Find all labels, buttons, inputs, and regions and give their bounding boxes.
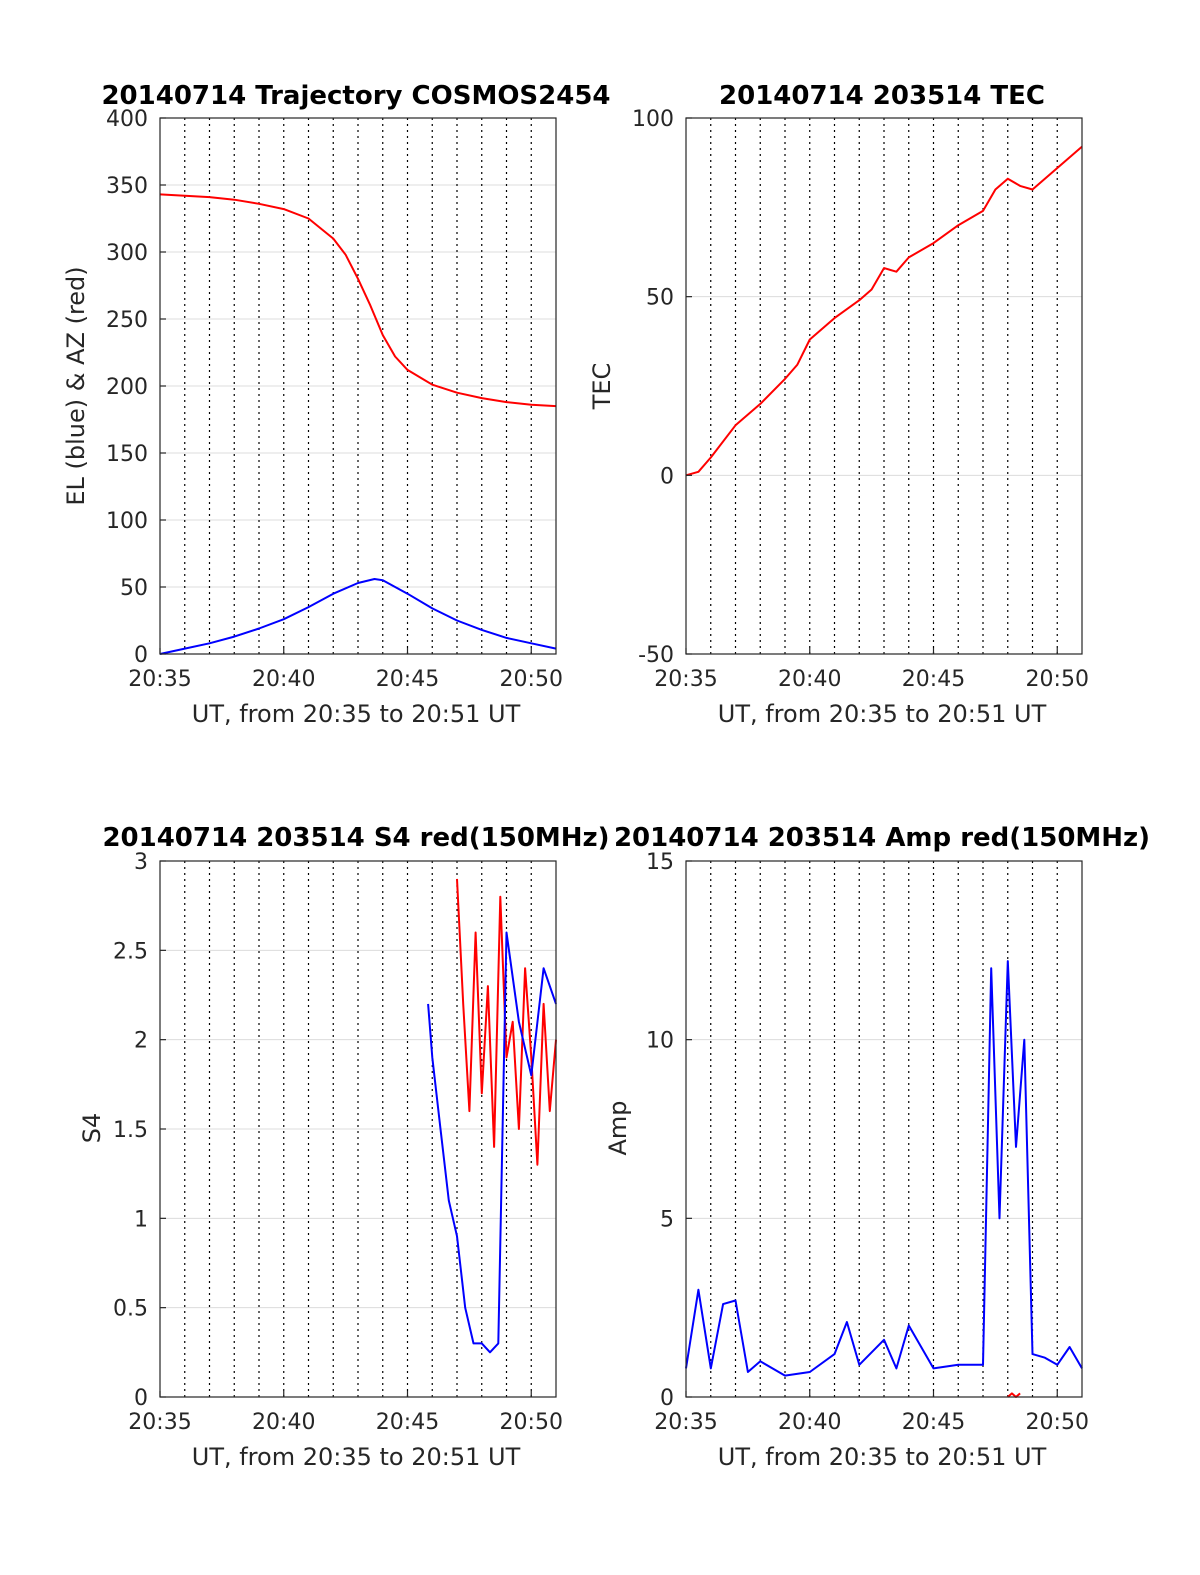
y-tick-label: 1 (134, 1207, 148, 1232)
y-tick-label: 3 (134, 850, 148, 875)
x-axis-label: UT, from 20:35 to 20:51 UT (192, 1443, 521, 1471)
x-tick-label: 20:40 (252, 1410, 315, 1435)
axes-box (685, 860, 1083, 1398)
series-line-azimuth (159, 193, 557, 408)
y-axis-label: EL (blue) & AZ (red) (62, 266, 90, 505)
y-tick-label: 2.5 (113, 939, 148, 964)
x-tick-label: 20:35 (654, 667, 717, 692)
x-tick-label: 20:50 (500, 1410, 563, 1435)
x-tick-label: 20:40 (778, 1410, 841, 1435)
x-tick-label: 20:50 (500, 667, 563, 692)
tec-panel: 20140714 203514 TEC UT, from 20:35 to 20… (588, 81, 1089, 728)
trajectory-panel: 20140714 Trajectory COSMOS2454 UT, from … (62, 81, 611, 728)
panel-title: 20140714 203514 S4 red(150MHz) (102, 823, 609, 853)
x-tick-label: 20:50 (1026, 667, 1089, 692)
y-tick-label: 0 (134, 643, 148, 668)
x-tick-label: 20:40 (252, 667, 315, 692)
x-axis-label: UT, from 20:35 to 20:51 UT (718, 700, 1047, 728)
y-tick-label: 200 (106, 375, 148, 400)
panel-title: 20140714 Trajectory COSMOS2454 (101, 81, 610, 111)
panel-title: 20140714 203514 TEC (719, 81, 1045, 111)
y-tick-label: 10 (646, 1029, 674, 1054)
series-line-s4_red (456, 878, 557, 1166)
y-tick-label: 100 (632, 107, 674, 132)
x-tick-label: 20:35 (128, 667, 191, 692)
x-tick-label: 20:45 (902, 1410, 965, 1435)
y-tick-label: 2 (134, 1029, 148, 1054)
y-tick-label: 350 (106, 174, 148, 199)
y-tick-label: 0 (660, 1386, 674, 1411)
x-tick-label: 20:40 (778, 667, 841, 692)
x-tick-label: 20:45 (376, 1410, 439, 1435)
amp-panel: 20140714 203514 Amp red(150MHz) UT, from… (604, 823, 1150, 1471)
y-tick-label: 300 (106, 241, 148, 266)
y-tick-label: 5 (660, 1207, 674, 1232)
y-tick-label: 50 (646, 286, 674, 311)
y-tick-label: 50 (120, 576, 148, 601)
series-line-elevation (159, 578, 557, 655)
y-tick-label: 1.5 (113, 1118, 148, 1143)
y-tick-label: 150 (106, 442, 148, 467)
x-tick-label: 20:50 (1026, 1410, 1089, 1435)
y-tick-label: 0.5 (113, 1297, 148, 1322)
series-line-s4_blue (427, 931, 557, 1354)
y-tick-label: 15 (646, 850, 674, 875)
panel-title: 20140714 203514 Amp red(150MHz) (614, 823, 1150, 853)
y-tick-label: 0 (660, 464, 674, 489)
y-tick-label: 0 (134, 1386, 148, 1411)
y-tick-label: 400 (106, 107, 148, 132)
y-axis-label: TEC (588, 363, 616, 411)
series-line-amp_blue (685, 960, 1083, 1377)
x-tick-label: 20:45 (902, 667, 965, 692)
y-tick-label: 250 (106, 308, 148, 333)
series-line-tec (685, 145, 1083, 477)
y-tick-label: -50 (638, 643, 674, 668)
axes-box (685, 117, 1083, 655)
x-tick-label: 20:45 (376, 667, 439, 692)
series-line-amp_red (1007, 1392, 1021, 1398)
x-tick-label: 20:35 (654, 1410, 717, 1435)
x-axis-label: UT, from 20:35 to 20:51 UT (192, 700, 521, 728)
y-axis-label: Amp (604, 1100, 632, 1155)
s4-panel: 20140714 203514 S4 red(150MHz) UT, from … (78, 823, 610, 1471)
x-axis-label: UT, from 20:35 to 20:51 UT (718, 1443, 1047, 1471)
y-axis-label: S4 (78, 1113, 106, 1144)
x-tick-label: 20:35 (128, 1410, 191, 1435)
y-tick-label: 100 (106, 509, 148, 534)
